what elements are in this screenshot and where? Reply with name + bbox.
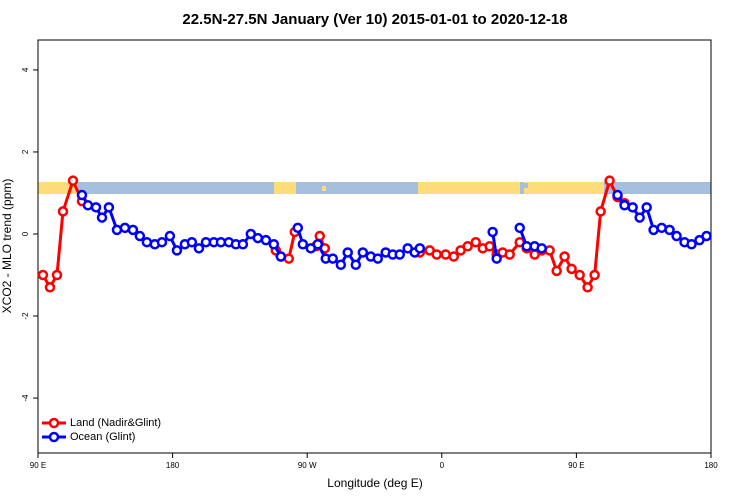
data-point — [470, 236, 481, 248]
data-point — [44, 282, 56, 293]
data-point — [627, 202, 638, 213]
data-point — [440, 249, 451, 260]
data-point — [76, 189, 88, 201]
data-point — [686, 238, 697, 250]
data-point — [574, 269, 585, 281]
data-point — [595, 206, 606, 217]
plot-frame — [37, 39, 712, 454]
data-point — [559, 251, 570, 262]
data-point — [96, 212, 108, 223]
data-point — [193, 243, 205, 254]
data-point — [342, 247, 353, 258]
data-point — [536, 243, 547, 254]
land-strip — [322, 186, 326, 191]
data-point — [51, 269, 63, 281]
legend-marker — [48, 431, 60, 443]
data-point — [171, 245, 183, 256]
y-tick-label: 4 — [21, 67, 30, 72]
y-tick-label: 0 — [21, 231, 30, 236]
data-point — [701, 230, 712, 242]
x-tick-label: 0 — [440, 461, 445, 470]
data-point — [57, 206, 69, 217]
data-point — [612, 189, 623, 201]
x-tick-label: 90 E — [30, 461, 46, 470]
data-point — [82, 200, 94, 211]
data-point — [634, 212, 645, 223]
land-strip — [418, 182, 520, 194]
data-point — [582, 282, 593, 293]
data-point — [312, 238, 324, 250]
data-point — [260, 234, 272, 246]
data-point — [448, 251, 460, 262]
land-strip — [274, 182, 296, 194]
data-point — [414, 243, 426, 254]
data-point — [186, 236, 198, 248]
x-tick-label: 180 — [166, 461, 180, 470]
legend-label: Ocean (Glint) — [70, 431, 135, 443]
y-axis-label: XCO2 - MLO trend (ppm) — [0, 179, 14, 314]
land-strip — [524, 182, 604, 194]
data-point — [90, 202, 102, 213]
legend-label: Land (Nadir&Glint) — [70, 417, 161, 429]
data-point — [648, 224, 659, 236]
x-tick-label: 90 W — [298, 461, 317, 470]
data-point — [327, 253, 339, 264]
data-point — [394, 249, 406, 260]
data-point — [372, 253, 384, 264]
land-strip — [38, 182, 78, 194]
data-point — [268, 238, 280, 250]
data-point — [164, 230, 176, 242]
y-tick-label: -2 — [21, 312, 30, 320]
x-tick-label: 90 E — [568, 461, 584, 470]
x-tick-label: 180 — [704, 461, 718, 470]
data-point — [350, 259, 362, 271]
data-point — [297, 238, 309, 250]
data-point — [604, 175, 615, 186]
data-point — [664, 224, 675, 236]
data-point — [671, 230, 682, 242]
data-point — [619, 200, 630, 211]
data-point — [156, 236, 168, 248]
data-point — [504, 249, 515, 260]
y-tick-label: 2 — [21, 149, 30, 154]
data-point — [566, 263, 577, 275]
data-point — [119, 222, 131, 234]
chart-title: 22.5N-27.5N January (Ver 10) 2015-01-01 … — [182, 11, 567, 28]
data-point — [335, 259, 347, 271]
data-point — [462, 241, 473, 252]
ocean-strip — [520, 183, 528, 188]
map-strip — [38, 182, 711, 194]
data-point — [487, 226, 498, 238]
data-point — [103, 202, 115, 213]
data-point — [484, 241, 495, 252]
data-point — [67, 175, 79, 186]
data-point — [314, 230, 326, 242]
legend-marker — [48, 417, 60, 429]
data-point — [127, 224, 139, 236]
data-point — [237, 238, 249, 250]
data-point — [491, 253, 502, 264]
data-point — [551, 265, 562, 277]
data-point — [134, 230, 146, 242]
data-point — [514, 222, 525, 234]
data-point — [589, 269, 600, 281]
data-point — [641, 202, 652, 213]
y-tick-label: -4 — [21, 394, 30, 402]
data-point — [37, 269, 49, 281]
data-point — [357, 247, 369, 258]
data-point — [252, 232, 264, 244]
x-axis-label: Longitude (deg E) — [327, 476, 422, 490]
data-point — [292, 222, 304, 234]
data-point — [275, 251, 287, 262]
data-point — [431, 249, 442, 260]
